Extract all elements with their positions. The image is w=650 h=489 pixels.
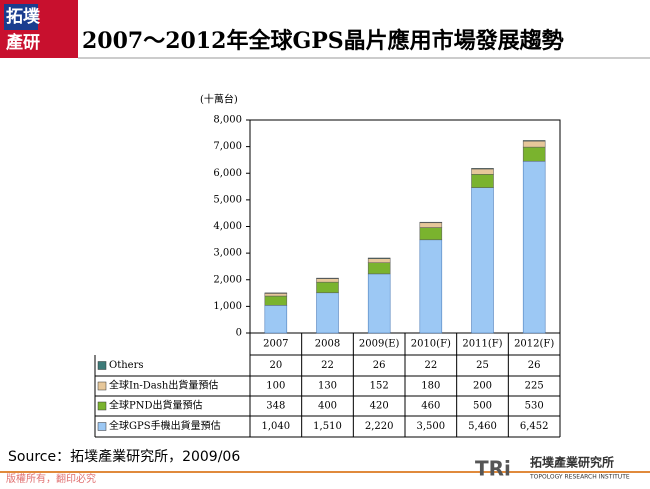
bar-segment — [367, 258, 391, 263]
bar-segment — [264, 295, 288, 306]
x-tick-label: 2009(E) — [359, 339, 400, 350]
bar-segment — [471, 168, 494, 175]
logo-inner — [4, 4, 38, 30]
x-tick-label: 2011(F) — [462, 339, 502, 350]
bar-segment — [316, 278, 339, 283]
y-tick-label: 7,000 — [213, 141, 242, 152]
table-value: 348 — [266, 401, 285, 412]
y-tick-label: 4,000 — [213, 221, 242, 232]
table-value: 420 — [370, 401, 389, 412]
table-value: 25 — [476, 360, 489, 371]
bar-segment — [316, 292, 339, 334]
table-value: 5,460 — [468, 421, 497, 432]
table-value: 1,040 — [262, 421, 291, 432]
bar-segment — [316, 277, 339, 279]
table-value: 530 — [525, 401, 544, 412]
legend-label: 全球PND出貨量預估 — [109, 399, 203, 412]
bar-segment — [316, 281, 339, 294]
y-tick-label: 8,000 — [213, 115, 242, 126]
brand: 拓墣產業研究所 — [530, 455, 614, 470]
legend-label: Others — [109, 360, 144, 371]
bar-segment — [522, 160, 546, 334]
table-value: 400 — [318, 401, 337, 412]
y-tick-label: 1,000 — [213, 301, 242, 312]
bar-segment — [419, 227, 443, 241]
bar-segment — [419, 222, 443, 228]
bar-segment — [522, 140, 546, 142]
y-tick-label: 2,000 — [213, 274, 242, 285]
table-value: 20 — [269, 360, 282, 371]
x-tick-label: 2010(F) — [411, 339, 451, 350]
y-tick-label: 5,000 — [213, 194, 242, 205]
x-tick-label: 2008 — [315, 339, 340, 350]
bar-segment — [367, 273, 391, 334]
table-value: 26 — [373, 360, 386, 371]
table-value: 460 — [421, 401, 440, 412]
bar-segment — [264, 305, 288, 334]
table-value: 200 — [473, 381, 492, 392]
legend-swatch — [97, 422, 107, 431]
legend-label: 全球GPS手機出貨量預估 — [109, 419, 221, 432]
brand-mark: TRi — [475, 457, 511, 481]
table-value: 100 — [266, 381, 285, 392]
bar-segment — [522, 146, 546, 162]
bar-segment — [367, 262, 391, 275]
plot-area — [249, 119, 561, 334]
table-value: 180 — [421, 381, 440, 392]
bar-segment — [419, 221, 443, 224]
legend-swatch — [97, 381, 107, 391]
bar-segment — [264, 292, 288, 294]
table-value: 225 — [525, 381, 544, 392]
source: Source：拓墣產業研究所，2009/06 — [8, 448, 240, 465]
legend-swatch — [97, 401, 107, 411]
y-tick-label: 0 — [236, 328, 242, 339]
x-tick-label: 2007 — [263, 339, 288, 350]
legend-label: 全球In-Dash出貨量預估 — [109, 379, 218, 392]
footer: 版權所有，翻印必究 — [6, 472, 96, 485]
bar-segment — [264, 293, 288, 297]
table-value: 500 — [473, 401, 492, 412]
bar-segment — [471, 187, 494, 334]
y-tick-label: 6,000 — [213, 168, 242, 179]
logo-text: 產研 — [6, 32, 40, 53]
table-value: 1,510 — [313, 421, 342, 432]
brand-sub: TOPOLOGY RESEARCH INSTITUTE — [529, 474, 630, 481]
table-value: 152 — [370, 381, 389, 392]
chart-title: 2007～2012年全球GPS晶片應用市場發展趨勢 — [82, 28, 564, 54]
table-value: 6,452 — [520, 421, 549, 432]
logo-text: 拓墣 — [6, 7, 40, 27]
table-value: 130 — [318, 381, 337, 392]
bar-segment — [522, 140, 546, 148]
bar-segment — [367, 257, 391, 259]
x-tick-label: 2012(F) — [514, 339, 554, 350]
table-value: 3,500 — [417, 421, 446, 432]
legend-swatch — [97, 361, 107, 370]
table-value: 22 — [321, 360, 334, 371]
table-value: 22 — [424, 360, 437, 371]
y-unit: (十萬台) — [200, 93, 238, 106]
footer-bar — [0, 472, 650, 485]
table-value: 2,220 — [365, 421, 394, 432]
bar-segment — [471, 174, 494, 188]
bar-segment — [419, 239, 443, 334]
table-value: 26 — [528, 360, 541, 371]
bar-segment — [471, 168, 494, 170]
y-tick-label: 3,000 — [213, 248, 242, 259]
